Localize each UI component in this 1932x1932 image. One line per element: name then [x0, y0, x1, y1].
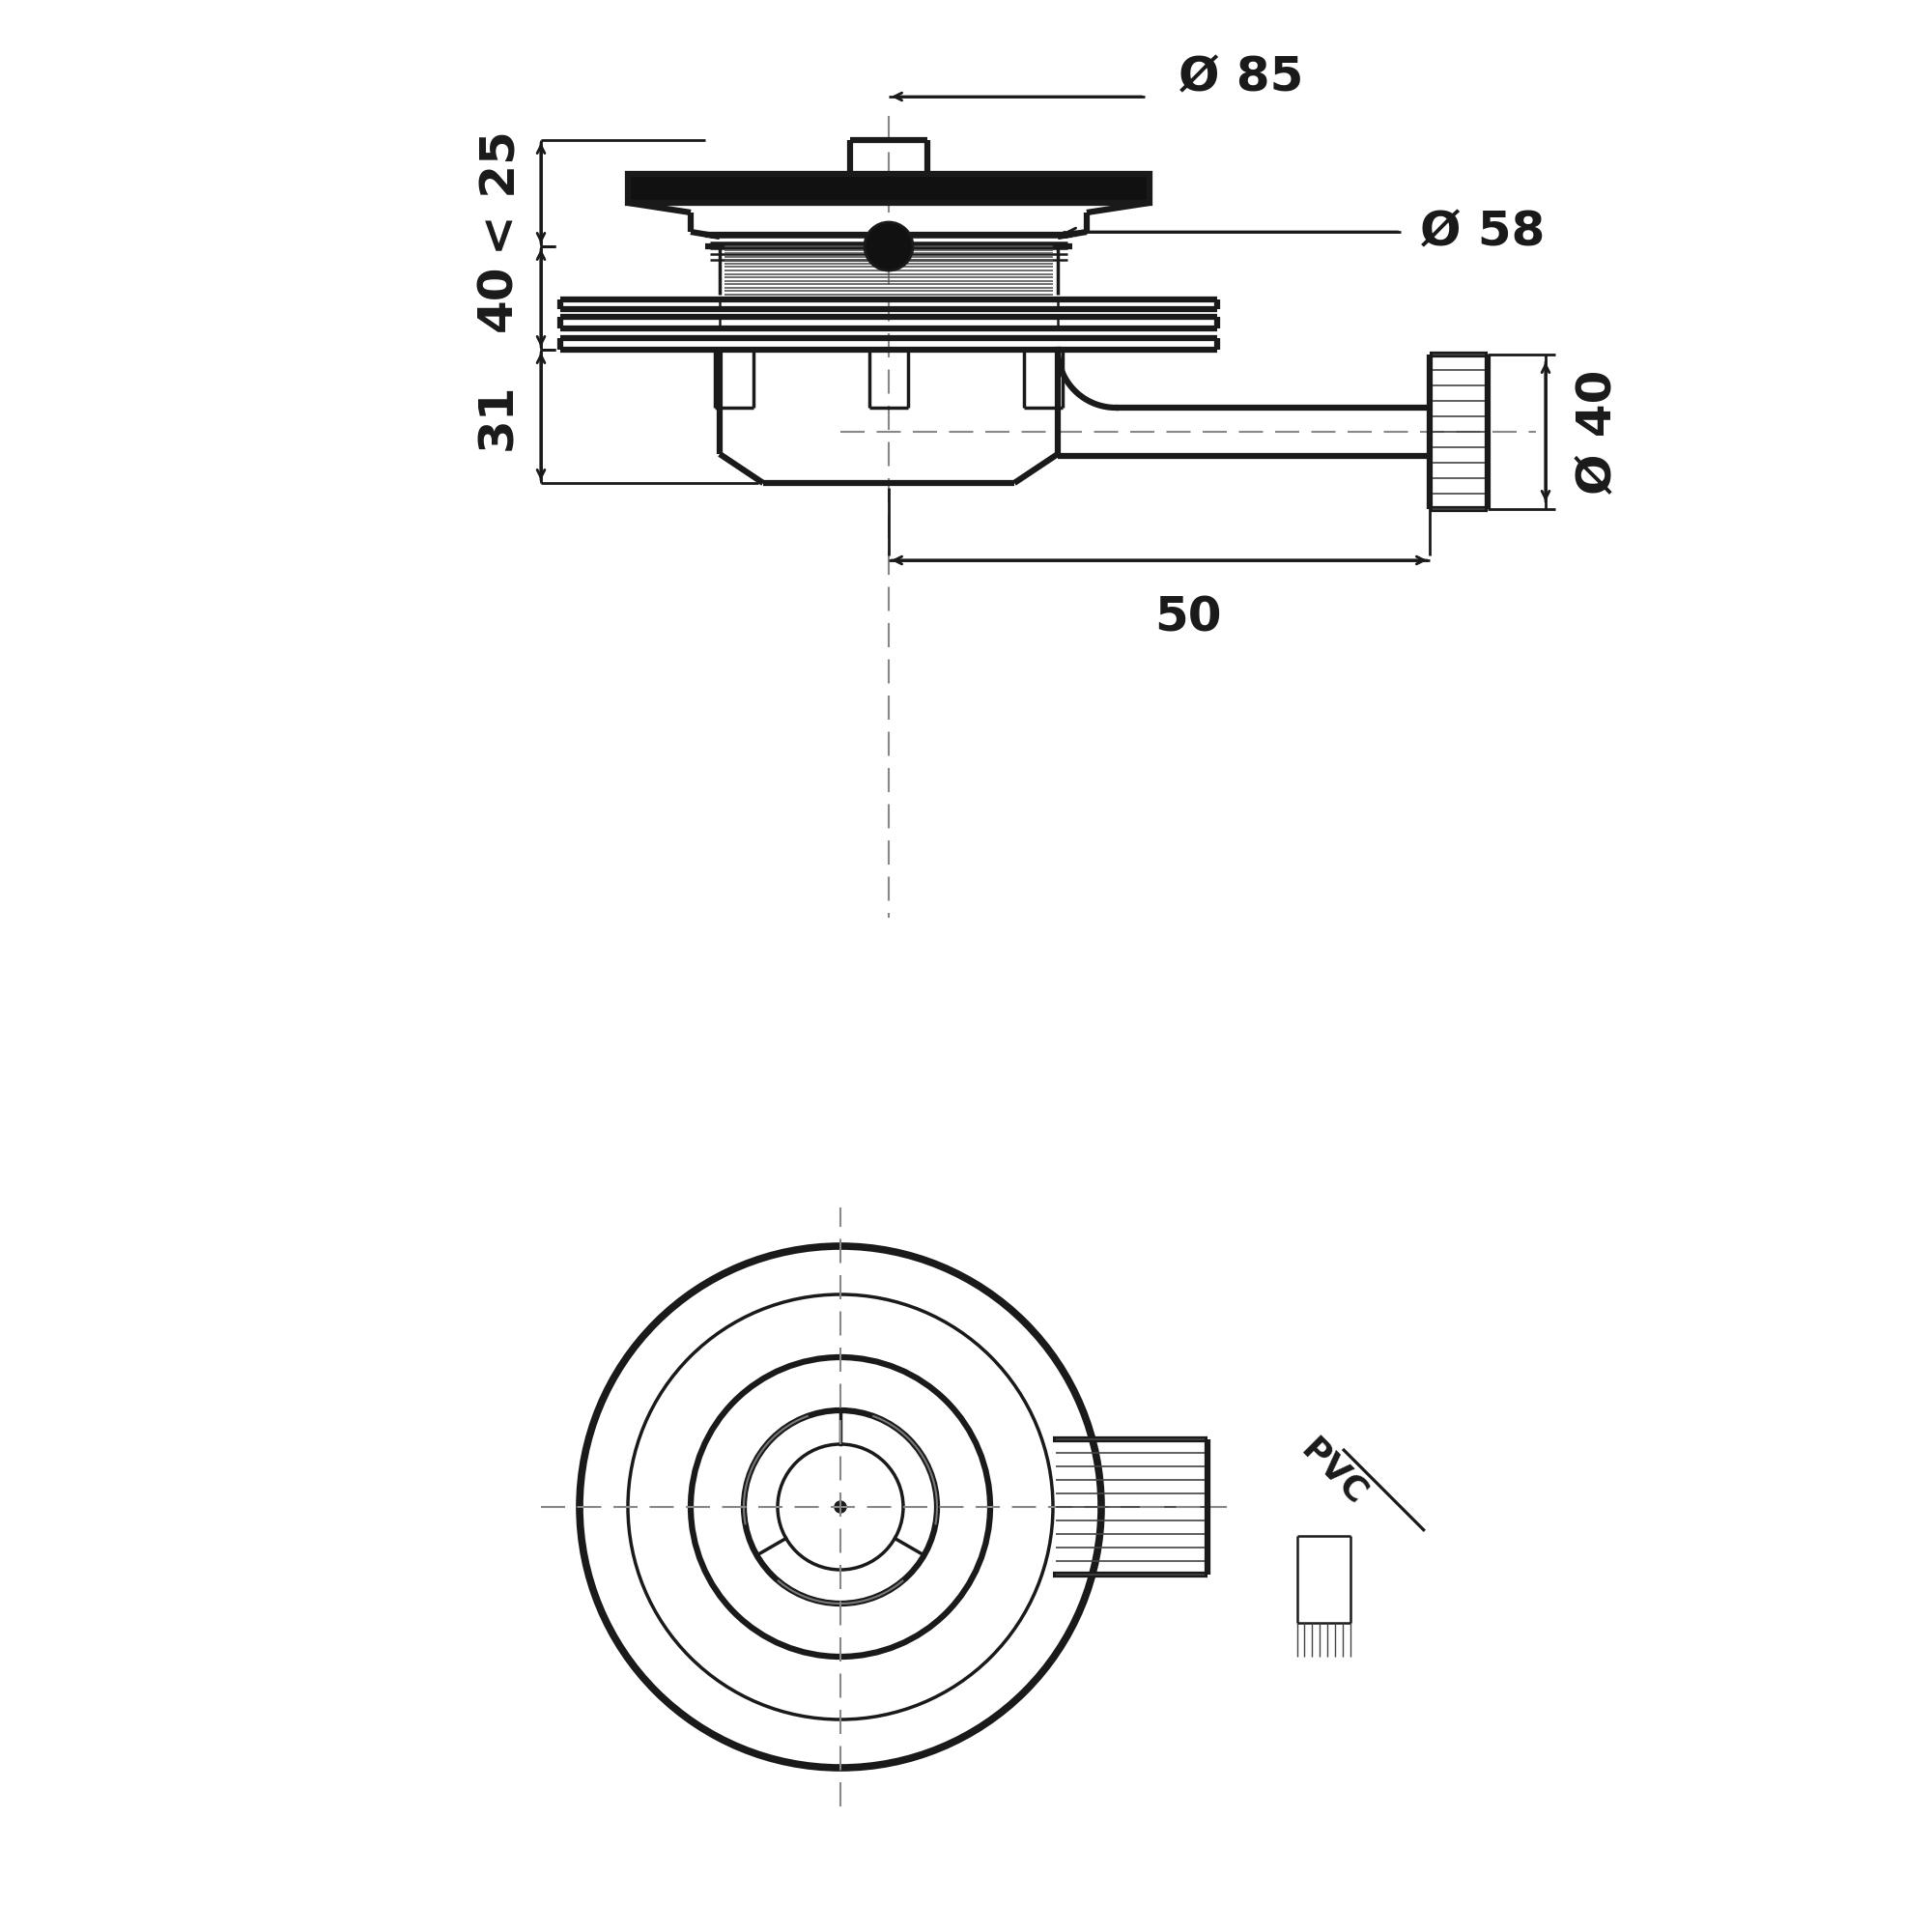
Text: 50: 50: [1155, 595, 1221, 641]
Circle shape: [835, 1501, 846, 1513]
FancyBboxPatch shape: [628, 174, 1150, 203]
Text: Ø 85: Ø 85: [1179, 54, 1304, 100]
Text: PVC: PVC: [1294, 1434, 1374, 1511]
Text: 31: 31: [475, 383, 522, 450]
Circle shape: [866, 222, 914, 270]
Text: 40: 40: [475, 265, 522, 332]
Text: Ø 58: Ø 58: [1420, 209, 1546, 255]
Text: < 25: < 25: [479, 131, 526, 255]
Text: Ø 40: Ø 40: [1575, 369, 1621, 495]
